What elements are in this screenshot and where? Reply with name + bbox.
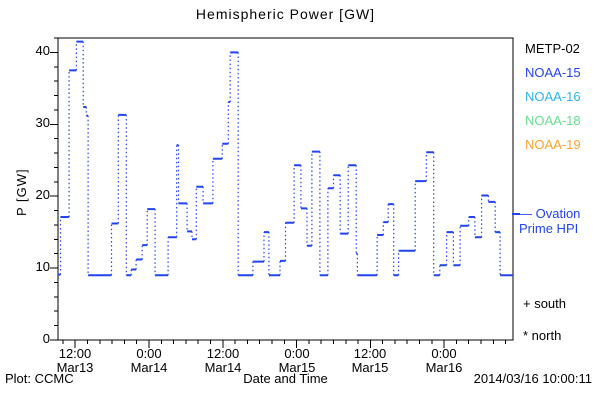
legend-item-metp02: METP-02: [525, 41, 580, 56]
x-tick-label: 12:00 Mar13: [39, 347, 111, 375]
chart-title: Hemispheric Power [GW]: [195, 6, 376, 22]
x-tick-date: Mar14: [130, 360, 168, 375]
hpi-step-horizontals: [58, 40, 513, 277]
x-tick-date: Mar14: [204, 360, 242, 375]
x-tick-time: 12:00: [206, 346, 240, 361]
plot-source: Plot: CCMC: [5, 371, 74, 386]
legend-ovation-line1: — Ovation: [519, 206, 581, 221]
x-tick-time: 0:00: [284, 346, 310, 361]
legend-marker-north: * north: [523, 328, 562, 343]
legend-ovation-line2: Prime HPI: [519, 221, 579, 236]
x-tick-label: 0:00 Mar16: [408, 347, 480, 375]
legend-item-noaa19: NOAA-19: [525, 137, 581, 152]
hpi-step-verticals: [59, 41, 501, 276]
x-tick-time: 0:00: [136, 346, 162, 361]
x-minor-ticks: [62, 340, 507, 344]
x-tick-date: Mar13: [56, 360, 94, 375]
x-tick-time: 12:00: [58, 346, 92, 361]
x-tick-time: 12:00: [353, 346, 387, 361]
x-tick-label: 12:00 Mar15: [334, 347, 406, 375]
legend-item-noaa15: NOAA-15: [525, 65, 581, 80]
legend-marker-south: + south: [523, 296, 567, 311]
y-minor-ticks: [54, 37, 58, 327]
x-axis-label: Date and Time: [243, 371, 328, 386]
x-tick-date: Mar16: [425, 360, 463, 375]
x-major-ticks: [74, 340, 445, 348]
x-tick-label: 0:00 Mar14: [113, 347, 185, 375]
x-tick-date: Mar15: [278, 360, 316, 375]
plot-frame: [57, 37, 514, 341]
legend-item-noaa16: NOAA-16: [525, 89, 581, 104]
x-tick-date: Mar15: [351, 360, 389, 375]
legend-item-noaa18: NOAA-18: [525, 113, 581, 128]
legend-ovation-prime-hpi: — Ovation Prime HPI: [519, 206, 580, 236]
y-tick-label-0: 0: [42, 331, 50, 346]
plot-timestamp: 2014/03/16 10:00:11: [473, 371, 592, 386]
x-tick-label: 0:00 Mar15: [261, 347, 333, 375]
y-tick-label-20: 20: [35, 187, 50, 202]
x-tick-label: 12:00 Mar14: [187, 347, 259, 375]
x-tick-time: 0:00: [431, 346, 457, 361]
y-major-ticks: [50, 51, 58, 341]
y-tick-label-30: 30: [35, 115, 50, 130]
y-tick-label-10: 10: [35, 259, 50, 274]
y-tick-label-40: 40: [35, 43, 50, 58]
